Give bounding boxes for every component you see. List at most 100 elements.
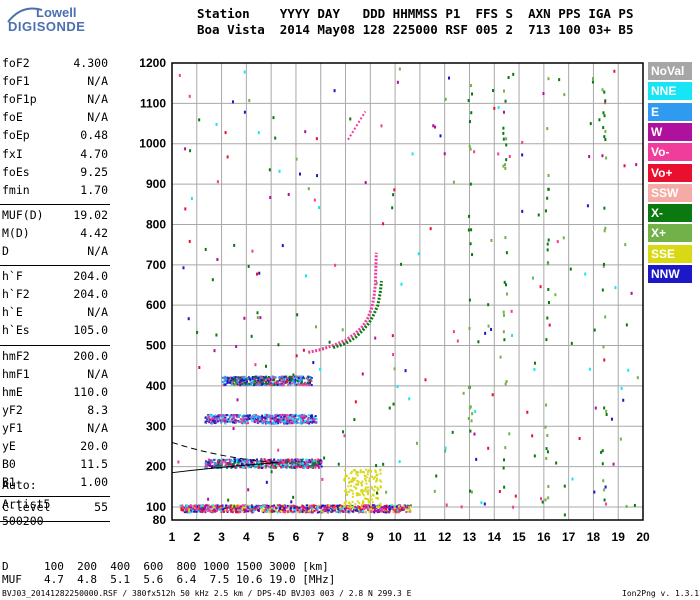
echo-point [242, 504, 245, 507]
echo-point [371, 487, 374, 490]
echo-point [228, 461, 231, 464]
param-label: fmin [2, 182, 30, 197]
echo-point [359, 507, 362, 510]
echo-point [350, 480, 353, 483]
echo-point [375, 507, 378, 510]
echo-point [216, 504, 219, 507]
echo-point [204, 416, 207, 419]
echo-point [323, 508, 326, 511]
chart-axes: 1 2 3 4 5 6 7 8 9 10 11 12 13 14 15 16 17 18 19 20801002003… [139, 56, 650, 544]
echo-point [602, 264, 605, 268]
echo-point [333, 506, 336, 509]
echo-point [243, 110, 246, 114]
echo-point [433, 489, 436, 493]
echo-point [382, 506, 385, 509]
echo-point [353, 478, 356, 481]
echo-point [282, 417, 285, 420]
echo-point [223, 382, 226, 385]
echo-point [194, 509, 197, 512]
echo-point [268, 168, 271, 172]
echo-point [397, 505, 400, 508]
echo-point [250, 383, 253, 386]
echo-point [369, 470, 372, 473]
param-value: 19.02 [73, 207, 108, 222]
echo-point [234, 460, 237, 463]
echo-point [279, 465, 282, 468]
echo-point [370, 498, 373, 501]
echo-point [353, 505, 356, 508]
echo-point [202, 508, 205, 511]
echo-point [279, 463, 282, 466]
echo-point [395, 507, 398, 510]
echo-point [498, 489, 501, 493]
echo-point [215, 122, 218, 126]
echo-point [350, 484, 353, 487]
param-value: 55 [94, 500, 108, 515]
param-label: h`Es [2, 323, 30, 338]
echo-point [205, 465, 208, 468]
echo-point [263, 509, 266, 512]
param-row: h`F 204.0 [2, 269, 108, 283]
echo-point [292, 420, 295, 423]
echo-point [504, 99, 507, 103]
echo-point [239, 379, 242, 382]
echo-point [558, 78, 561, 82]
echo-point [299, 422, 302, 425]
echo-point [347, 505, 350, 508]
legend-item: Vo+ [648, 163, 692, 182]
echo-point [298, 383, 301, 386]
echo-point [392, 353, 395, 357]
echo-point [265, 384, 268, 387]
echo-point [296, 460, 299, 463]
echo-point [218, 459, 221, 462]
echo-point [389, 508, 392, 511]
echo-point [273, 504, 276, 507]
param-row: yF1 N/A [2, 421, 108, 435]
echo-point [310, 466, 313, 469]
echo-point [215, 333, 218, 337]
echo-point [311, 458, 314, 461]
echo-point [266, 461, 269, 464]
echo-point [224, 504, 227, 507]
echo-point [378, 479, 381, 482]
echo-point [248, 505, 251, 508]
echo-point [487, 303, 490, 307]
echo-point [301, 383, 304, 386]
echo-point [351, 489, 354, 492]
echo-point [263, 504, 266, 507]
echo-point [242, 414, 245, 417]
echo-point [270, 382, 273, 385]
echo-point [212, 417, 215, 420]
echo-point [456, 339, 459, 343]
echo-point [310, 506, 313, 509]
echo-point [296, 375, 299, 378]
echo-point [289, 506, 292, 509]
echo-point [375, 473, 378, 476]
echo-point [211, 416, 214, 419]
echo-point [388, 406, 391, 410]
echo-point [220, 420, 223, 423]
echo-point [228, 416, 231, 419]
echo-point [262, 509, 265, 512]
echo-point [470, 111, 473, 115]
param-label: foF2 [2, 56, 30, 70]
echo-point [308, 504, 311, 507]
echo-point [301, 414, 304, 417]
echo-point [296, 414, 299, 417]
echo-point [497, 106, 500, 110]
echo-point [348, 510, 351, 513]
echo-point [393, 510, 396, 513]
echo-point [343, 479, 346, 482]
echo-point [402, 505, 405, 508]
echo-point [308, 461, 311, 464]
echo-point [470, 84, 473, 88]
echo-point [348, 480, 351, 483]
echo-point [298, 466, 301, 469]
echo-point [375, 496, 378, 499]
echo-point [225, 377, 228, 380]
echo-point [375, 281, 378, 285]
echo-point [313, 464, 316, 467]
echo-point [547, 262, 550, 266]
echo-point [235, 511, 238, 514]
param-value: N/A [87, 244, 108, 258]
